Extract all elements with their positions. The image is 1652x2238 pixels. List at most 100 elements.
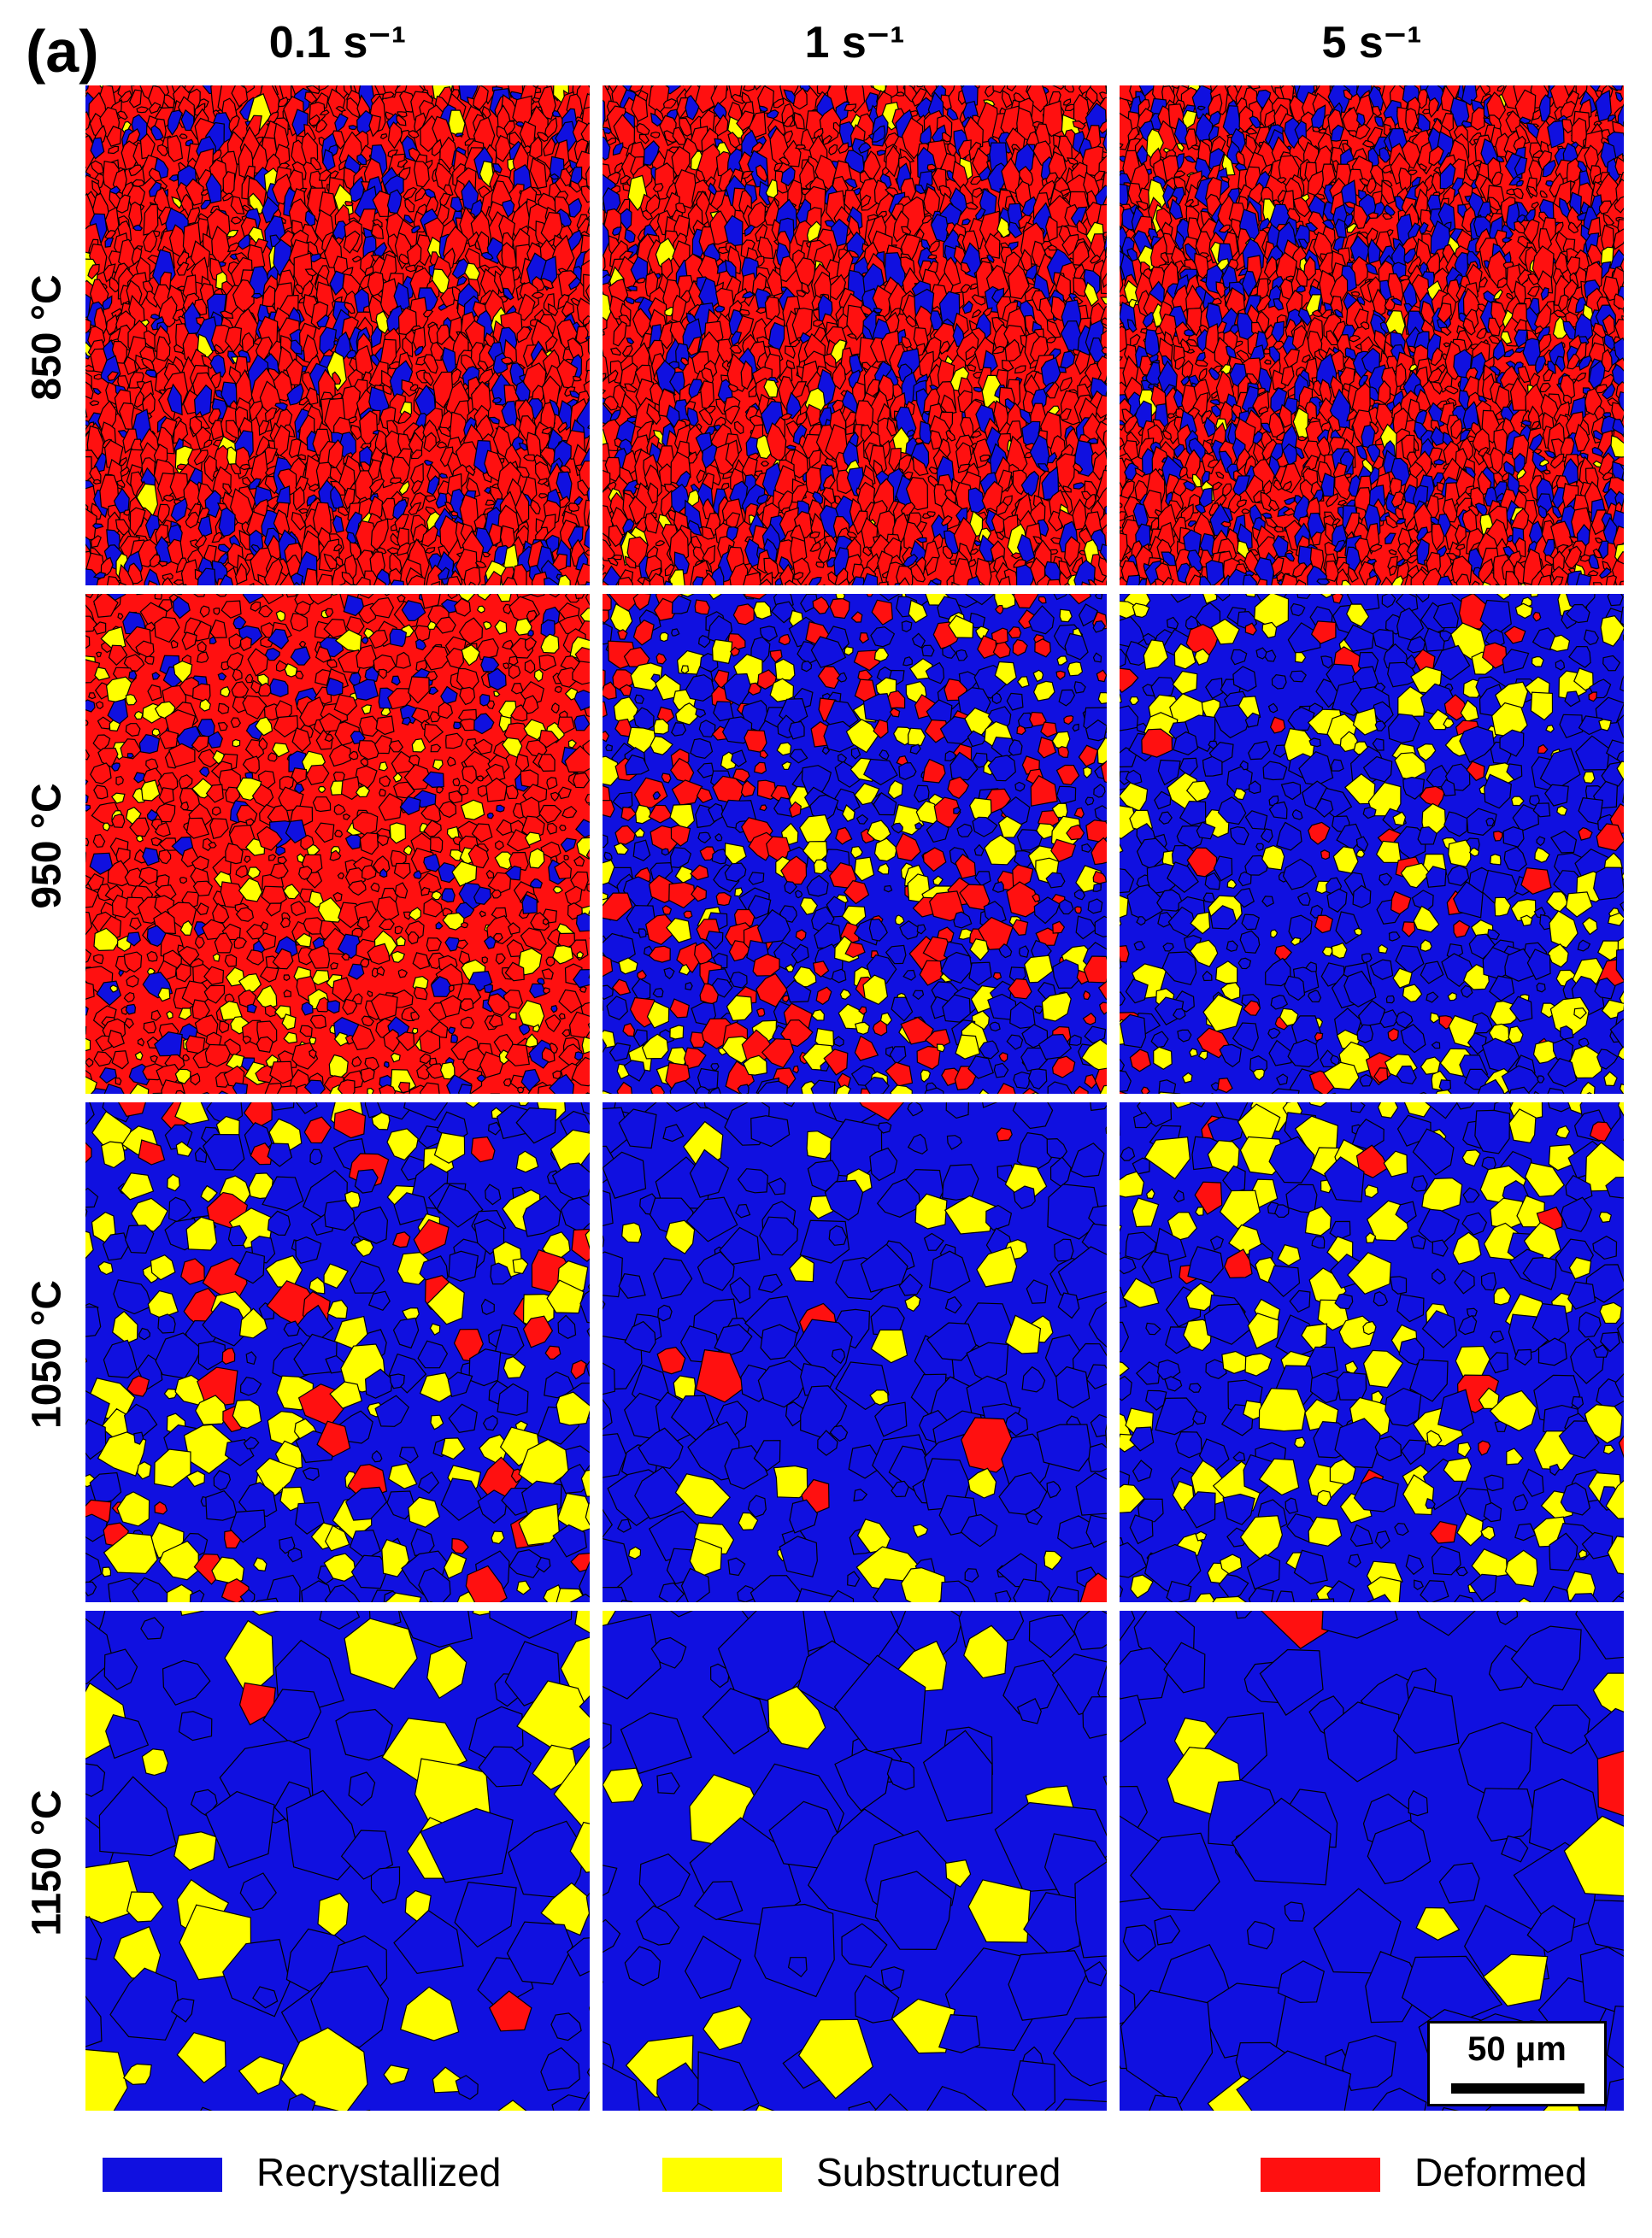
grain [1563,279,1579,302]
grain [1186,307,1204,337]
grain [763,379,779,398]
grain [1161,430,1173,440]
grain [970,430,982,438]
grain [436,441,448,449]
grain [624,383,638,393]
grain [725,405,741,426]
grain [585,284,590,302]
grain [1470,107,1485,131]
grain [1120,356,1123,361]
grain [316,314,330,328]
grain [123,355,138,376]
grain [823,535,838,552]
grain [965,202,979,210]
grain [141,357,156,371]
row-label-850C: 850 °C [24,274,70,401]
grain [785,444,797,450]
grain [702,526,715,540]
grain [1047,244,1057,251]
grain [628,496,647,526]
grain [1264,517,1279,529]
grain [1350,291,1361,297]
grain [557,293,570,310]
grain [1443,385,1459,395]
grain [1297,238,1309,250]
grain [1594,537,1603,543]
grain [603,373,607,380]
grain [193,594,205,597]
grain [846,304,871,341]
grain [1284,117,1301,150]
grain [1365,263,1379,276]
grain [239,636,252,652]
grain [575,326,589,344]
grain [680,357,689,366]
grain [102,295,113,310]
grain [157,561,168,567]
grain [1220,176,1230,184]
grain [1367,227,1379,247]
grain [1325,492,1338,508]
grain [1120,143,1124,149]
grain [291,573,304,585]
grain [1052,85,1065,91]
grain [290,613,309,632]
grain [398,480,410,496]
grain [529,136,543,160]
grain [973,438,992,469]
grain [1422,567,1443,585]
grain [1342,106,1361,138]
grain [1550,576,1564,585]
grain [862,573,879,585]
grain [741,291,755,299]
grain [338,506,350,516]
grain [1026,276,1037,286]
grain [928,466,939,475]
grain [116,110,128,120]
grain [454,597,471,617]
grain [556,471,573,502]
grain [446,576,462,585]
grain [1134,467,1146,478]
grain [1261,512,1273,520]
grain [444,502,455,513]
phase-map-r1-c2 [603,85,1107,585]
grain [1273,526,1285,533]
grain [1478,558,1494,584]
grain [170,639,179,649]
grain [1174,356,1185,371]
grain [1194,359,1208,367]
grain [250,450,268,488]
grain [107,145,120,155]
grain [193,449,209,466]
row-label-1150C: 1150 °C [24,1789,70,1936]
grain [1367,238,1381,265]
grain [929,430,943,450]
grain [940,94,952,111]
grain [104,237,115,248]
grain [1374,116,1384,127]
grain [1502,237,1513,244]
grain [403,214,414,224]
grain [1008,264,1030,300]
grain [1369,421,1379,435]
grain [967,487,985,514]
grain [1535,355,1547,375]
grain [203,439,213,449]
grain [1575,573,1592,585]
grain [1602,383,1616,400]
grain [1555,355,1566,373]
grain [1613,337,1624,364]
grain [1405,108,1419,133]
grain [1268,411,1285,438]
grain [431,268,450,295]
grain [91,523,104,530]
column-label-5-per-second: 5 s⁻¹ [1321,18,1422,68]
grain [698,408,714,426]
grain [992,85,1006,94]
grain [390,579,405,585]
grain [647,482,659,504]
grain [218,507,236,537]
grain [91,179,102,196]
grain [330,485,344,509]
